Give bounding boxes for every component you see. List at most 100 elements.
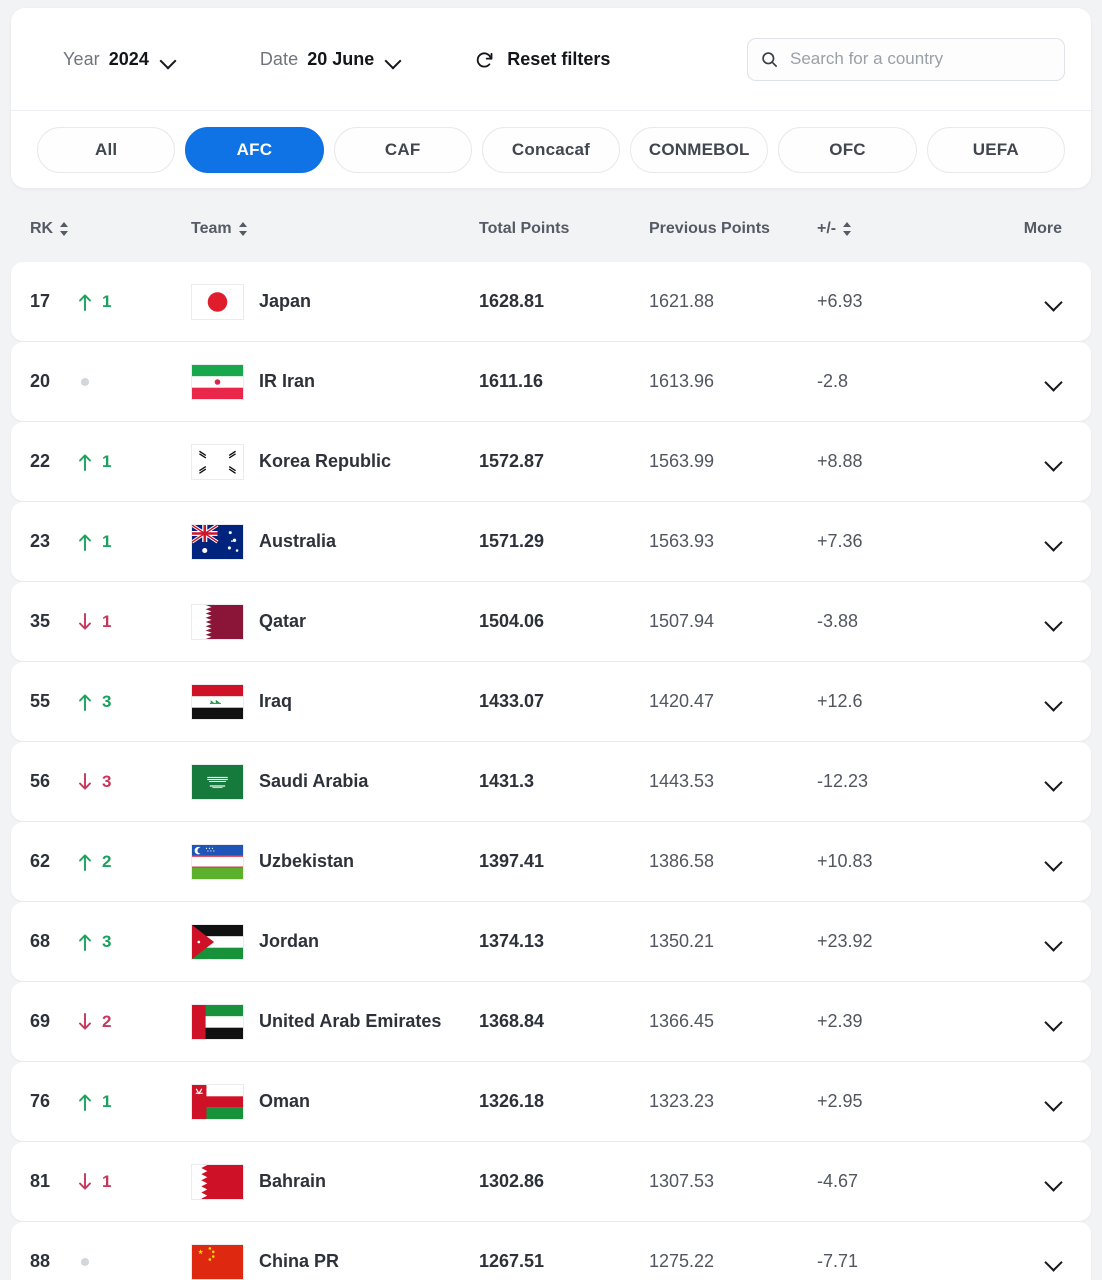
sort-icon[interactable] (238, 221, 248, 237)
total-points-cell: 1628.81 (479, 291, 545, 311)
total-points-cell: 1571.29 (479, 531, 545, 551)
oman-flag (191, 1083, 244, 1120)
expand-row-button[interactable] (947, 536, 1091, 548)
rank-movement-none-icon (81, 1257, 89, 1266)
expand-row-button[interactable] (947, 936, 1091, 948)
table-row[interactable]: 81 1 Bahrain 1302.86 1307.53 -4.67 (11, 1142, 1091, 1221)
rank-cell: 17 1 (11, 291, 179, 312)
rank-movement-count: 3 (102, 931, 112, 951)
tab-conmebol[interactable]: CONMEBOL (630, 127, 769, 173)
expand-row-button[interactable] (947, 296, 1091, 308)
chevron-down-icon (1044, 616, 1064, 628)
sort-icon[interactable] (60, 221, 69, 237)
expand-row-button[interactable] (947, 776, 1091, 788)
table-row[interactable]: 76 1 Oman 1326.18 1323.23 +2.95 (11, 1062, 1091, 1141)
tab-ofc[interactable]: OFC (778, 127, 917, 173)
team-cell: United Arab Emirates (179, 1003, 479, 1040)
column-header-team[interactable]: Team (179, 220, 479, 238)
iraq-flag (191, 683, 244, 720)
tab-all[interactable]: All (37, 127, 176, 173)
expand-row-button[interactable] (947, 1016, 1091, 1028)
team-name: Bahrain (259, 1171, 327, 1191)
rank-movement-up: 1 (77, 452, 111, 472)
table-row[interactable]: 68 3 Jordan 1374.13 1350.21 +23.92 (11, 902, 1091, 981)
column-header-total-points: Total Points (479, 220, 649, 238)
column-header-team-label: Team (191, 220, 232, 237)
saudi-arabia-flag (191, 763, 244, 800)
team-name: Oman (259, 1091, 311, 1111)
table-row[interactable]: 55 3 Iraq 1433.07 1420.47 +12.6 (11, 662, 1091, 741)
previous-points-cell: 1275.22 (649, 1251, 715, 1271)
table-row[interactable]: 56 3 Saudi Arabia 1431.3 1443.53 -12.23 (11, 742, 1091, 821)
uzbekistan-flag (191, 843, 244, 880)
difference-cell: +23.92 (817, 931, 873, 951)
ranking-table-body: 17 1 Japan 1628.81 1621.88 +6.93 20 IR Iran 1611… (11, 262, 1091, 1280)
reset-filters-button[interactable]: Reset filters (474, 49, 610, 70)
team-name: Japan (259, 291, 312, 311)
tab-caf[interactable]: CAF (333, 127, 472, 173)
table-header-row: RK Team Total Points Previous Points +/-… (11, 196, 1091, 262)
table-row[interactable]: 20 IR Iran 1611.16 1613.96 -2.8 (11, 342, 1091, 421)
column-header-difference[interactable]: +/- (817, 220, 947, 238)
previous-points-cell: 1507.94 (649, 611, 715, 631)
table-row[interactable]: 17 1 Japan 1628.81 1621.88 +6.93 (11, 262, 1091, 341)
previous-points-cell: 1420.47 (649, 691, 715, 711)
total-points-cell: 1368.84 (479, 1011, 545, 1031)
column-header-more-label: More (1023, 220, 1062, 237)
rank-value: 20 (30, 371, 51, 391)
difference-cell: -4.67 (817, 1171, 859, 1191)
date-filter[interactable]: Date 20 June (260, 49, 401, 70)
year-filter[interactable]: Year 2024 (63, 49, 176, 70)
total-points-cell: 1397.41 (479, 851, 545, 871)
table-row[interactable]: 35 1 Qatar 1504.06 1507.94 -3.88 (11, 582, 1091, 661)
expand-row-button[interactable] (947, 616, 1091, 628)
team-name: Qatar (259, 611, 307, 631)
table-row[interactable]: 62 2 Uzbekistan 1397.41 1386.58 +10.83 (11, 822, 1091, 901)
expand-row-button[interactable] (947, 1256, 1091, 1268)
previous-points-cell: 1350.21 (649, 931, 715, 951)
expand-row-button[interactable] (947, 1096, 1091, 1108)
rank-cell: 23 1 (11, 531, 179, 552)
team-cell: Saudi Arabia (179, 763, 479, 800)
difference-cell: +12.6 (817, 691, 863, 711)
search-input[interactable] (790, 49, 1052, 69)
rank-cell: 68 3 (11, 931, 179, 952)
expand-row-button[interactable] (947, 696, 1091, 708)
table-row[interactable]: 22 1 Korea Republic 1572.87 1563.99 +8.88 (11, 422, 1091, 501)
previous-points-cell: 1621.88 (649, 291, 715, 311)
table-row[interactable]: 69 2 United Arab Emirates 1368.84 1366.45 +2.… (11, 982, 1091, 1061)
date-filter-label: Date (259, 48, 299, 69)
search-box[interactable] (747, 37, 1065, 81)
total-points-cell: 1572.87 (479, 451, 545, 471)
tab-concacaf[interactable]: Concacaf (481, 127, 621, 173)
rank-movement-up: 1 (77, 292, 111, 312)
rank-value: 68 (30, 931, 51, 951)
difference-cell: +2.39 (817, 1011, 863, 1031)
tab-uefa[interactable]: UEFA (926, 127, 1065, 173)
difference-cell: +2.95 (817, 1091, 863, 1111)
previous-points-cell: 1563.99 (649, 451, 715, 471)
rank-movement-up: 1 (77, 1092, 111, 1112)
column-header-rank[interactable]: RK (11, 220, 179, 238)
previous-points-cell: 1443.53 (649, 771, 715, 791)
expand-row-button[interactable] (947, 456, 1091, 468)
rank-cell: 76 1 (11, 1091, 179, 1112)
year-filter-value: 2024 (108, 48, 149, 69)
expand-row-button[interactable] (947, 856, 1091, 868)
table-row[interactable]: 23 1 Australia 1571.29 1563.93 +7.36 (11, 502, 1091, 581)
total-points-cell: 1326.18 (479, 1091, 545, 1111)
expand-row-button[interactable] (947, 376, 1091, 388)
table-row[interactable]: 88 China PR 1267.51 1275.22 -7.71 (11, 1222, 1091, 1280)
rank-value: 35 (30, 611, 51, 631)
rank-movement-count: 2 (102, 1011, 112, 1031)
total-points-cell: 1504.06 (479, 611, 545, 631)
rank-movement-count: 3 (102, 771, 112, 791)
rank-movement-count: 1 (102, 531, 112, 551)
tab-afc[interactable]: AFC (185, 127, 324, 173)
chevron-down-icon (1044, 376, 1064, 388)
team-name: Korea Republic (259, 451, 392, 471)
sort-icon[interactable] (843, 221, 852, 237)
expand-row-button[interactable] (947, 1176, 1091, 1188)
rank-movement-count: 1 (102, 451, 112, 471)
